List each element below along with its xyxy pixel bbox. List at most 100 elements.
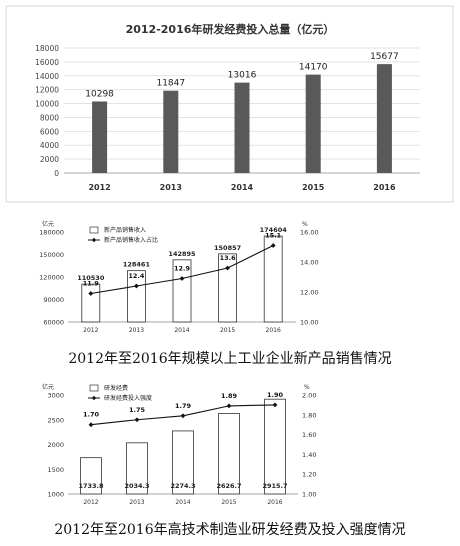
bar-data-label: 174604	[260, 226, 288, 234]
bar-data-label: 2626.7	[216, 482, 241, 490]
y-tick-label: 2500	[47, 416, 64, 424]
y-tick-label: 2000	[40, 155, 59, 164]
bar	[172, 430, 194, 495]
line-point	[226, 403, 232, 409]
legend-bar-label: 研发经费	[104, 384, 128, 392]
line-point	[270, 243, 276, 248]
line-data-label: 13.6	[220, 254, 237, 262]
y-tick-label: 4000	[40, 141, 59, 150]
y2-tick-label: 14.00	[300, 259, 319, 267]
right-axis-unit: %	[302, 221, 308, 228]
y-tick-label: 1000	[47, 491, 64, 499]
hightech-rd-caption: 2012年至2016年高技术制造业研发经费及投入强度情况	[54, 522, 406, 538]
x-tick-label: 2012	[88, 183, 110, 192]
bar-data-label: 150857	[214, 244, 241, 252]
x-tick-label: 2013	[129, 499, 144, 506]
data-label: 15677	[370, 52, 399, 62]
bar-data-label: 110530	[77, 274, 105, 282]
y-tick-label: 3000	[47, 392, 64, 400]
y-tick-label: 90000	[43, 296, 64, 304]
line-point	[134, 417, 140, 423]
y-tick-label: 8000	[40, 113, 59, 122]
x-tick-label: 2013	[160, 183, 182, 192]
y2-tick-label: 1.60	[302, 431, 316, 439]
bar	[163, 90, 179, 173]
x-tick-label: 2016	[267, 499, 282, 506]
line-data-label: 1.70	[83, 411, 100, 419]
bar	[81, 283, 101, 323]
legend-bar-swatch	[89, 226, 99, 234]
y-tick-label: 6000	[40, 127, 59, 136]
y2-tick-label: 1.40	[302, 451, 316, 459]
line-data-label: 15.1	[265, 232, 282, 240]
bar-data-label: 2274.3	[170, 482, 195, 490]
x-tick-label: 2015	[220, 327, 235, 334]
y-tick-label: 60000	[43, 319, 64, 327]
line-point	[272, 402, 278, 408]
y2-tick-label: 1.20	[302, 471, 316, 479]
data-label: 10298	[85, 89, 114, 99]
y2-tick-label: 16.00	[300, 229, 319, 237]
data-label: 13016	[228, 71, 257, 81]
bar-data-label: 142895	[168, 250, 196, 258]
legend-line-label: 新产品销售收入占比	[104, 236, 158, 244]
x-tick-label: 2015	[221, 499, 236, 506]
bar-data-label: 2915.7	[262, 482, 287, 490]
bar	[264, 398, 286, 495]
y-tick-label: 150000	[39, 251, 64, 259]
data-label: 14170	[299, 63, 328, 73]
x-tick-label: 2015	[302, 183, 325, 192]
y-tick-label: 10000	[35, 100, 59, 109]
left-axis-unit: 亿元	[42, 220, 54, 228]
bar	[263, 235, 283, 323]
left-axis-unit: 亿元	[42, 383, 54, 391]
bar	[305, 74, 321, 173]
bar	[376, 64, 392, 173]
bar-data-label: 1733.8	[78, 482, 104, 490]
y2-tick-label: 1.80	[302, 411, 316, 419]
y-tick-label: 14000	[35, 72, 59, 81]
y-tick-label: 180000	[39, 229, 64, 237]
y-tick-label: 1500	[47, 466, 64, 474]
x-tick-label: 2014	[174, 327, 189, 334]
y2-tick-label: 2.00	[302, 392, 316, 400]
chart-title: 2012-2016年研发经费投入总量（亿元）	[126, 22, 335, 36]
right-axis-unit: %	[304, 384, 310, 391]
bar	[80, 457, 102, 495]
y-tick-label: 2000	[47, 441, 64, 449]
line-data-label: 1.79	[175, 402, 192, 410]
bar	[92, 101, 108, 173]
x-tick-label: 2012	[83, 499, 98, 506]
bar-data-label: 2034.3	[124, 482, 149, 490]
y2-tick-label: 12.00	[300, 289, 319, 297]
bar	[218, 253, 238, 323]
bar	[172, 259, 192, 323]
x-tick-label: 2012	[83, 327, 98, 334]
bar	[127, 270, 146, 323]
hightech-rd-chart: 亿元 % 1000 1500 2000 2500 3000 1.00 1.20 1.40 1.60 1…	[42, 383, 316, 506]
y2-tick-label: 1.00	[302, 491, 316, 499]
legend-line-marker	[91, 395, 97, 401]
line-data-label: 1.89	[221, 392, 238, 400]
x-tick-label: 2016	[373, 183, 396, 192]
line-data-label: 1.75	[129, 406, 146, 414]
x-tick-label: 2014	[175, 499, 190, 506]
new-product-sales-caption: 2012年至2016年规模以上工业企业新产品销售情况	[68, 351, 392, 367]
line-data-label: 12.4	[128, 272, 145, 280]
x-tick-label: 2013	[129, 327, 144, 334]
legend-line-marker	[91, 237, 97, 243]
line-point	[180, 413, 186, 419]
bar	[234, 82, 250, 173]
legend-bar-swatch	[89, 384, 99, 392]
data-label: 11847	[156, 79, 185, 89]
y2-tick-label: 10.00	[300, 319, 319, 327]
x-tick-label: 2016	[266, 327, 281, 334]
y-tick-label: 16000	[35, 58, 59, 67]
line-point	[88, 422, 94, 428]
line-data-label: 1.90	[267, 391, 284, 399]
bar-data-label: 128461	[123, 261, 151, 269]
line-data-label: 11.9	[83, 280, 100, 288]
y-tick-label: 120000	[39, 274, 64, 282]
legend-line-label: 研发经费投入强度	[104, 394, 152, 402]
legend-bar-label: 新产品销售收入	[104, 226, 146, 234]
